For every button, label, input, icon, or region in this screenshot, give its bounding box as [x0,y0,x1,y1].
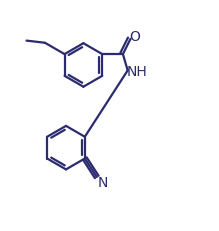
Text: O: O [129,30,140,44]
Text: NH: NH [126,65,147,79]
Text: N: N [98,176,108,190]
